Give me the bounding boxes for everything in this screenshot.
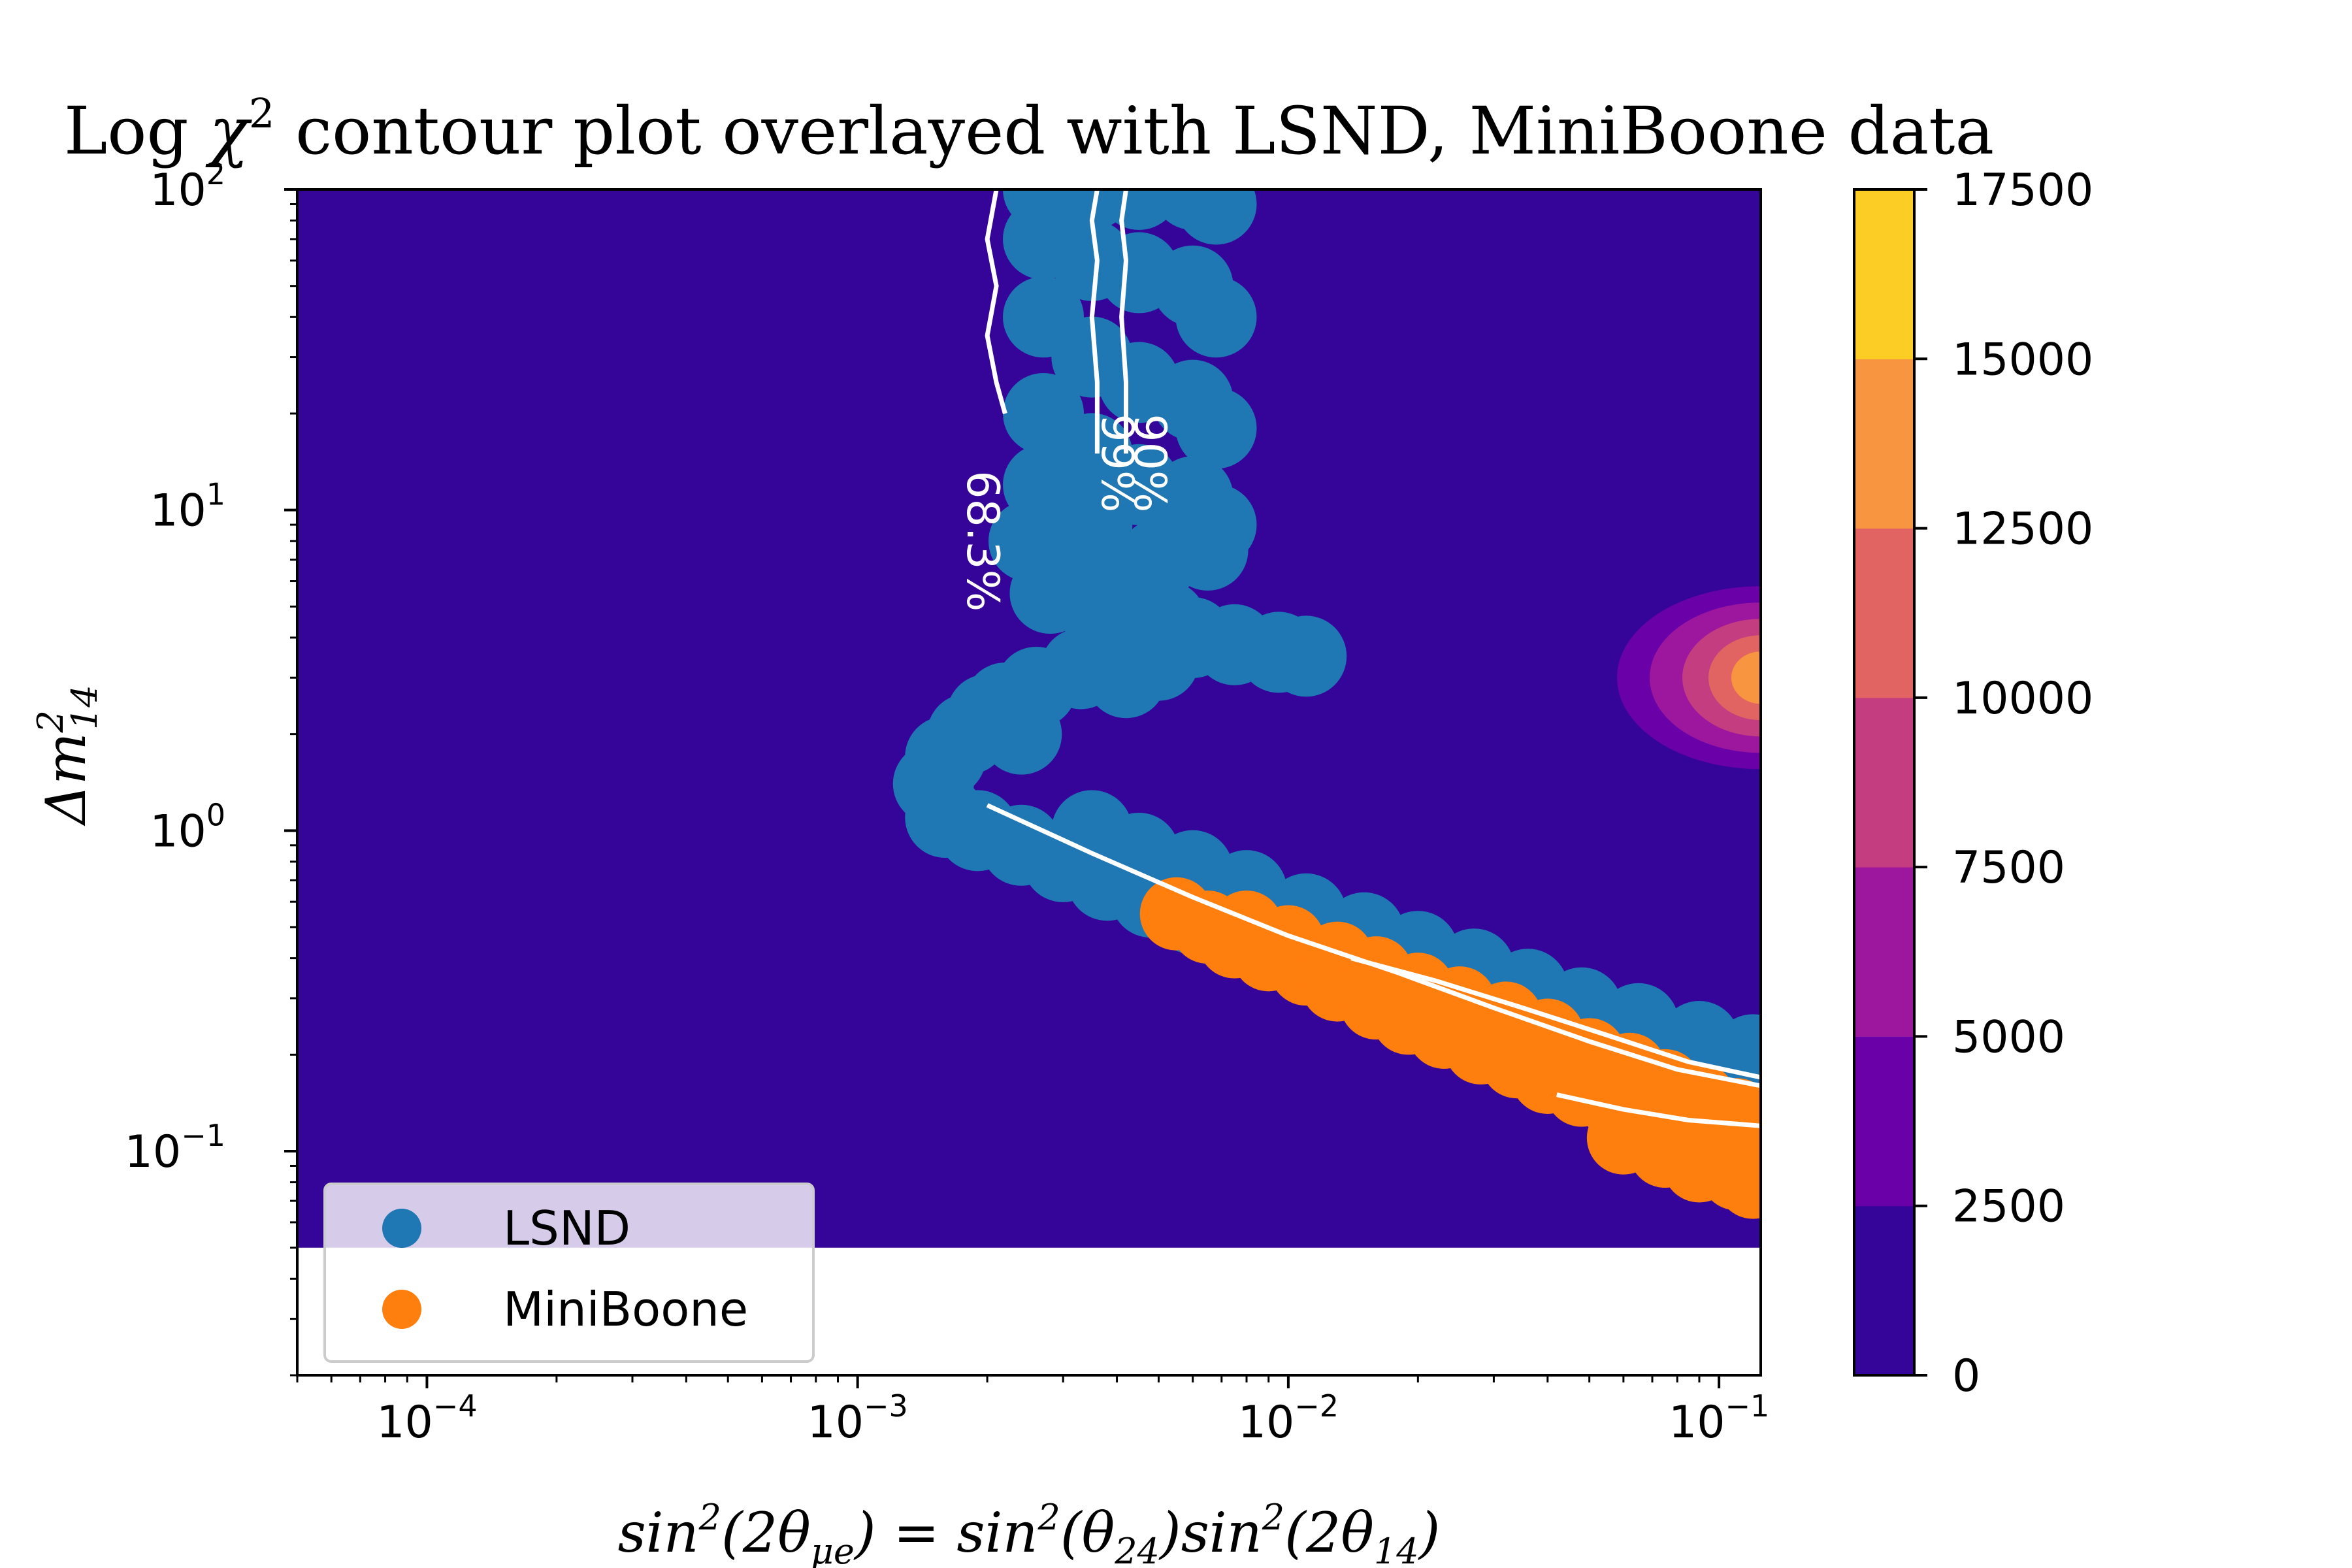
- x-tick-label: 10−2: [1238, 1388, 1339, 1448]
- hotspot-ring-5: [1731, 651, 1761, 704]
- colorbar-tick-label: 0: [1952, 1350, 1980, 1402]
- colorbar-frame: [1853, 188, 1916, 1377]
- colorbar-tick-label: 12500: [1952, 504, 2093, 555]
- contour-line: [985, 189, 1007, 414]
- y-tick-labels: 10−1 100 101 102: [125, 156, 225, 1178]
- y-tick-label: 10−1: [125, 1118, 225, 1178]
- lsnd-point: [1118, 619, 1200, 701]
- legend: LSND MiniBoone: [323, 1183, 815, 1363]
- colorbar-segment: [1854, 867, 1914, 1037]
- x-tick-label: 10−3: [807, 1388, 907, 1448]
- colorbar-segment: [1854, 1205, 1914, 1376]
- legend-marker-miniboone: [382, 1290, 421, 1329]
- colorbar-segment: [1854, 528, 1914, 698]
- colorbar: [1853, 188, 1916, 1377]
- legend-label-miniboone: MiniBoone: [503, 1282, 748, 1337]
- y-tick-label: 101: [150, 477, 225, 537]
- legend-box: [323, 1183, 815, 1363]
- colorbar-tick-label: 5000: [1952, 1011, 2065, 1063]
- miniboone-point: [1716, 1145, 1761, 1219]
- contour-line: [1556, 1092, 1761, 1128]
- chi2-hotspot: [1617, 586, 1761, 770]
- colorbar-segment: [1854, 189, 1914, 359]
- contour-line: [1350, 956, 1761, 1080]
- colorbar-tick-labels: 0 2500 5000 7500 10000 12500 15000 17500: [1914, 165, 2093, 1402]
- contour-label: 68.3%: [956, 470, 1008, 612]
- contour-label: 90%: [1124, 414, 1175, 512]
- colorbar-tick-label: 10000: [1952, 673, 2093, 725]
- lsnd-point: [981, 693, 1062, 775]
- chart-title: Log χ2 contour plot overlayed with LSND,…: [64, 90, 1994, 169]
- colorbar-tick-label: 15000: [1952, 334, 2093, 385]
- y-tick-label: 100: [150, 797, 225, 857]
- y-tick-label: 102: [150, 156, 225, 216]
- y-axis-label: Δm214: [30, 685, 105, 826]
- axes: [284, 188, 1762, 1388]
- contour-labels: 68.3% 99%90%: [956, 414, 1175, 612]
- colorbar-tick-label: 17500: [1952, 165, 2093, 216]
- x-tick-label: 10−4: [376, 1388, 477, 1448]
- colorbar-segment: [1854, 359, 1914, 529]
- plot-frame: [296, 188, 1762, 1377]
- legend-marker-lsnd: [382, 1209, 421, 1248]
- lsnd-point: [1266, 615, 1347, 697]
- x-axis-label: sin2(2θμe) = sin2(θ24)sin2(2θ14): [618, 1497, 1441, 1568]
- contour-line: [1119, 189, 1129, 454]
- colorbar-tick-label: 2500: [1952, 1181, 2065, 1233]
- x-tick-label: 10−1: [1669, 1388, 1769, 1448]
- legend-label-lsnd: LSND: [503, 1201, 630, 1256]
- x-tick-labels: 10−4 10−3 10−2 10−1: [376, 1388, 1769, 1448]
- contour-label: 99%: [1091, 414, 1143, 512]
- lsnd-point: [1175, 387, 1257, 469]
- colorbar-tick-label: 7500: [1952, 842, 2065, 894]
- colorbar-segment: [1854, 697, 1914, 868]
- contour-line: [1089, 189, 1100, 454]
- lsnd-point: [1175, 189, 1257, 245]
- colorbar-segment: [1854, 1036, 1914, 1207]
- confidence-contours: [985, 189, 1761, 1128]
- lsnd-point: [1175, 276, 1257, 358]
- lsnd-point: [1167, 509, 1249, 591]
